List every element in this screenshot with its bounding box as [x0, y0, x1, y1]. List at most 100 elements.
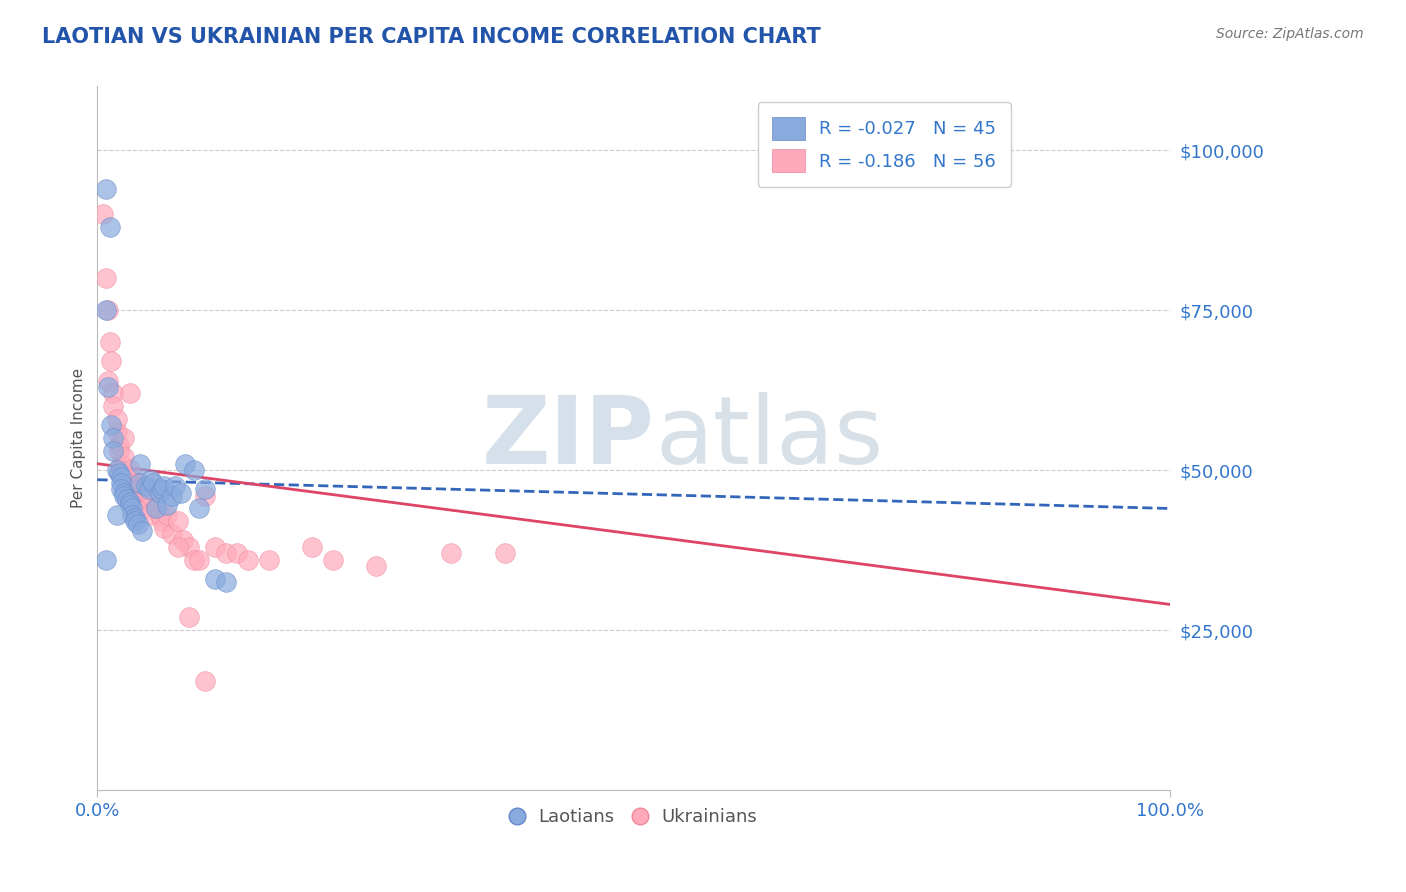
Point [105, 412, 128, 426]
Point [112, 450, 135, 465]
Point [105, 463, 128, 477]
Point [236, 552, 259, 566]
Point [150, 514, 173, 528]
Point [91, 207, 114, 221]
Point [145, 501, 167, 516]
Point [163, 479, 186, 493]
Point [153, 521, 176, 535]
Point [118, 463, 141, 477]
Point [145, 501, 167, 516]
Point [121, 475, 143, 490]
Point [177, 540, 200, 554]
Point [124, 489, 146, 503]
Point [188, 552, 211, 566]
Point [105, 425, 128, 439]
Text: ZIP: ZIP [482, 392, 655, 484]
Point [153, 479, 176, 493]
Point [188, 501, 211, 516]
Point [183, 463, 205, 477]
Point [194, 489, 217, 503]
Point [121, 483, 143, 497]
Point [150, 483, 173, 497]
Point [156, 498, 179, 512]
Point [142, 475, 165, 490]
Point [97, 374, 120, 388]
Point [105, 508, 128, 522]
Point [156, 508, 179, 522]
Point [98, 220, 121, 235]
Point [103, 431, 125, 445]
Point [121, 508, 143, 522]
Point [139, 473, 162, 487]
Point [174, 457, 197, 471]
Point [172, 533, 194, 548]
Point [100, 354, 122, 368]
Point [215, 546, 238, 560]
Point [97, 380, 120, 394]
Point [135, 501, 157, 516]
Point [110, 463, 132, 477]
Point [107, 467, 129, 481]
Point [162, 489, 184, 503]
Point [110, 483, 132, 497]
Point [94, 303, 117, 318]
Point [162, 527, 184, 541]
Point [225, 546, 247, 560]
Point [100, 418, 122, 433]
Point [440, 546, 463, 560]
Point [118, 386, 141, 401]
Point [127, 517, 149, 532]
Text: LAOTIAN VS UKRAINIAN PER CAPITA INCOME CORRELATION CHART: LAOTIAN VS UKRAINIAN PER CAPITA INCOME C… [42, 27, 821, 46]
Point [131, 524, 153, 538]
Point [366, 559, 388, 574]
Point [204, 572, 226, 586]
Point [107, 444, 129, 458]
Point [138, 508, 160, 522]
Point [121, 501, 143, 516]
Point [94, 552, 117, 566]
Text: atlas: atlas [655, 392, 883, 484]
Point [129, 483, 152, 497]
Legend: Laotians, Ukrainians: Laotians, Ukrainians [502, 801, 765, 834]
Point [118, 495, 141, 509]
Point [183, 552, 205, 566]
Point [97, 303, 120, 318]
Point [131, 495, 153, 509]
Point [148, 485, 170, 500]
Point [110, 475, 132, 490]
Point [112, 431, 135, 445]
Point [301, 540, 323, 554]
Point [166, 514, 188, 528]
Point [215, 575, 238, 590]
Point [170, 485, 193, 500]
Point [110, 469, 132, 483]
Point [129, 475, 152, 490]
Point [124, 511, 146, 525]
Point [103, 444, 125, 458]
Point [118, 498, 141, 512]
Point [117, 475, 139, 490]
Point [110, 457, 132, 471]
Point [194, 483, 217, 497]
Point [494, 546, 516, 560]
Point [138, 483, 160, 497]
Point [177, 610, 200, 624]
Y-axis label: Per Capita Income: Per Capita Income [72, 368, 86, 508]
Point [139, 489, 162, 503]
Point [112, 485, 135, 500]
Point [322, 552, 344, 566]
Point [127, 475, 149, 490]
Point [103, 386, 125, 401]
Point [194, 674, 217, 689]
Text: Source: ZipAtlas.com: Source: ZipAtlas.com [1216, 27, 1364, 41]
Point [142, 483, 165, 497]
Point [112, 469, 135, 483]
Point [129, 457, 152, 471]
Point [94, 182, 117, 196]
Point [98, 335, 121, 350]
Point [257, 552, 280, 566]
Point [94, 271, 117, 285]
Point [117, 491, 139, 506]
Point [135, 479, 157, 493]
Point [103, 399, 125, 413]
